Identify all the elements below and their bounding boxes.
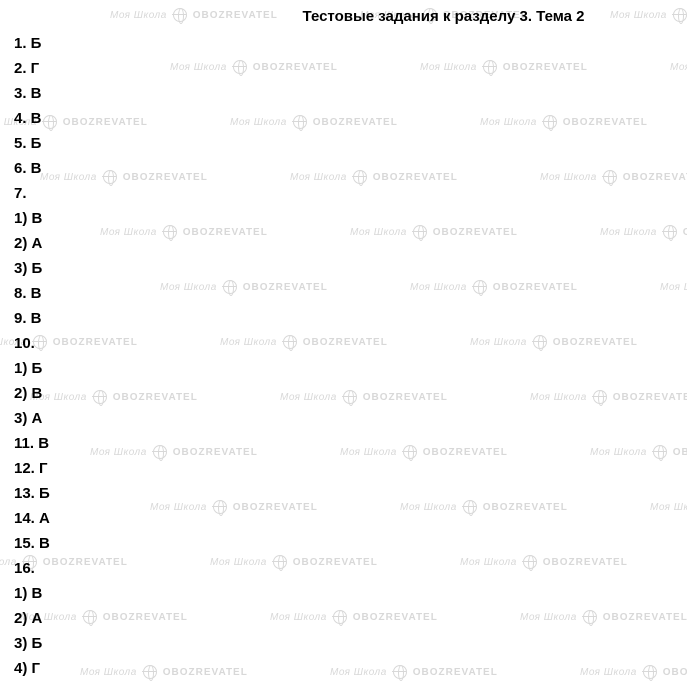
- answer-item: 1. Б: [14, 35, 673, 53]
- answer-item: 9. В: [14, 310, 673, 328]
- answer-item: 1) В: [14, 585, 673, 603]
- answer-item: 1) Б: [14, 360, 673, 378]
- answer-item: 10.: [14, 335, 673, 353]
- answer-item: 14. А: [14, 510, 673, 528]
- answer-item: 2) А: [14, 235, 673, 253]
- answer-item: 8. В: [14, 285, 673, 303]
- answer-item: 1) В: [14, 210, 673, 228]
- answer-item: 6. В: [14, 160, 673, 178]
- answer-item: 4. В: [14, 110, 673, 128]
- answer-item: 5. Б: [14, 135, 673, 153]
- answer-item: 3) Б: [14, 635, 673, 653]
- answer-item: 2) А: [14, 610, 673, 628]
- answer-item: 7.: [14, 185, 673, 203]
- answer-item: 3) А: [14, 410, 673, 428]
- answer-item: 12. Г: [14, 460, 673, 478]
- page-title: Тестовые задания к разделу 3. Тема 2: [14, 8, 673, 25]
- answer-item: 13. Б: [14, 485, 673, 503]
- answer-list: 1. Б 2. Г 3. В 4. В 5. Б 6. В 7. 1) В 2) А 3) Б 8.…: [14, 35, 673, 678]
- answer-item: 4) Г: [14, 660, 673, 678]
- answer-item: 3) Б: [14, 260, 673, 278]
- document-content: Тестовые задания к разделу 3. Тема 2 1. …: [0, 0, 687, 686]
- answer-item: 2. Г: [14, 60, 673, 78]
- answer-item: 2) В: [14, 385, 673, 403]
- answer-item: 15. В: [14, 535, 673, 553]
- answer-item: 11. В: [14, 435, 673, 453]
- answer-item: 16.: [14, 560, 673, 578]
- answer-item: 3. В: [14, 85, 673, 103]
